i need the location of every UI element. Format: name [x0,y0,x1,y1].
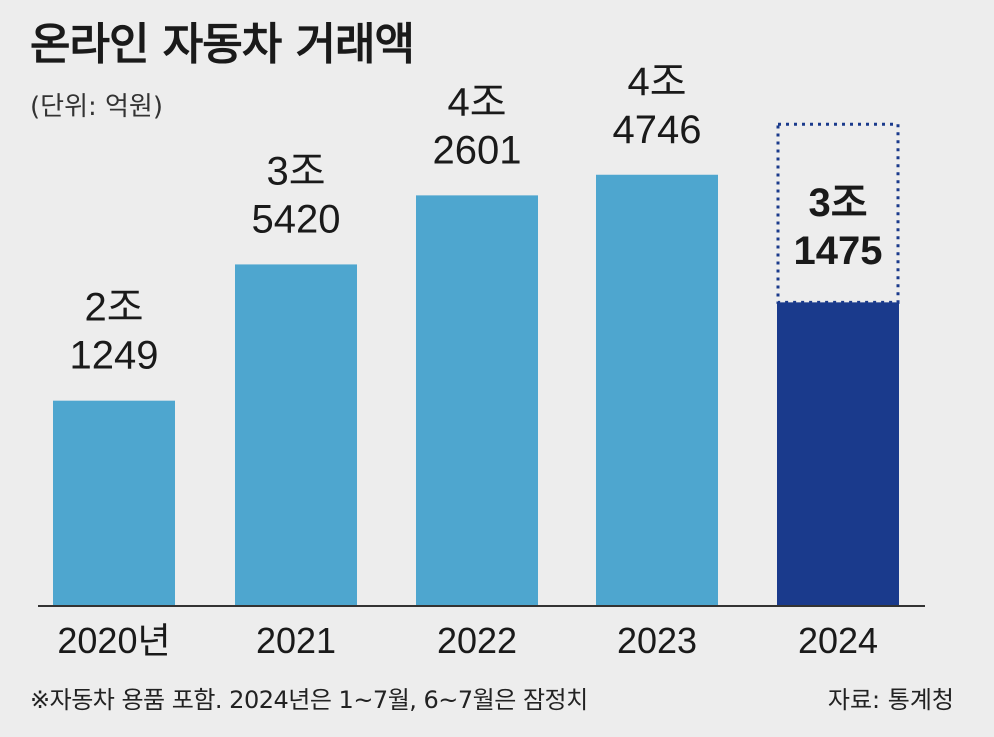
bar-2024 [777,302,899,605]
bar-2022 [416,195,538,605]
unit-note: (단위: 억원) [30,92,163,122]
bar-2020년 [53,400,175,605]
data-label: 2601 [433,128,522,172]
data-label: 4조 [447,80,506,124]
x-tick-label: 2020년 [57,620,170,661]
data-label: 5420 [252,197,341,241]
bar-2021 [235,264,357,605]
x-tick-label: 2021 [256,620,336,661]
data-label: 3조 [266,149,325,193]
data-label: 1475 [794,229,883,273]
projection-outline [776,122,900,304]
footnote: ※자동차 용품 포함. 2024년은 1~7월, 6~7월은 잠정치 [30,686,588,714]
data-label: 4746 [613,108,702,152]
source-note: 자료: 통계청 [827,686,954,714]
data-label: 3조 [808,181,867,225]
data-label: 2조 [84,286,143,330]
chart-title: 온라인 자동차 거래액 [30,19,415,70]
data-label: 4조 [627,60,686,104]
x-tick-label: 2022 [437,620,517,661]
data-label: 1249 [70,334,159,378]
x-tick-label: 2023 [617,620,697,661]
x-tick-label: 2024 [798,620,878,661]
bar-2023 [596,174,718,605]
